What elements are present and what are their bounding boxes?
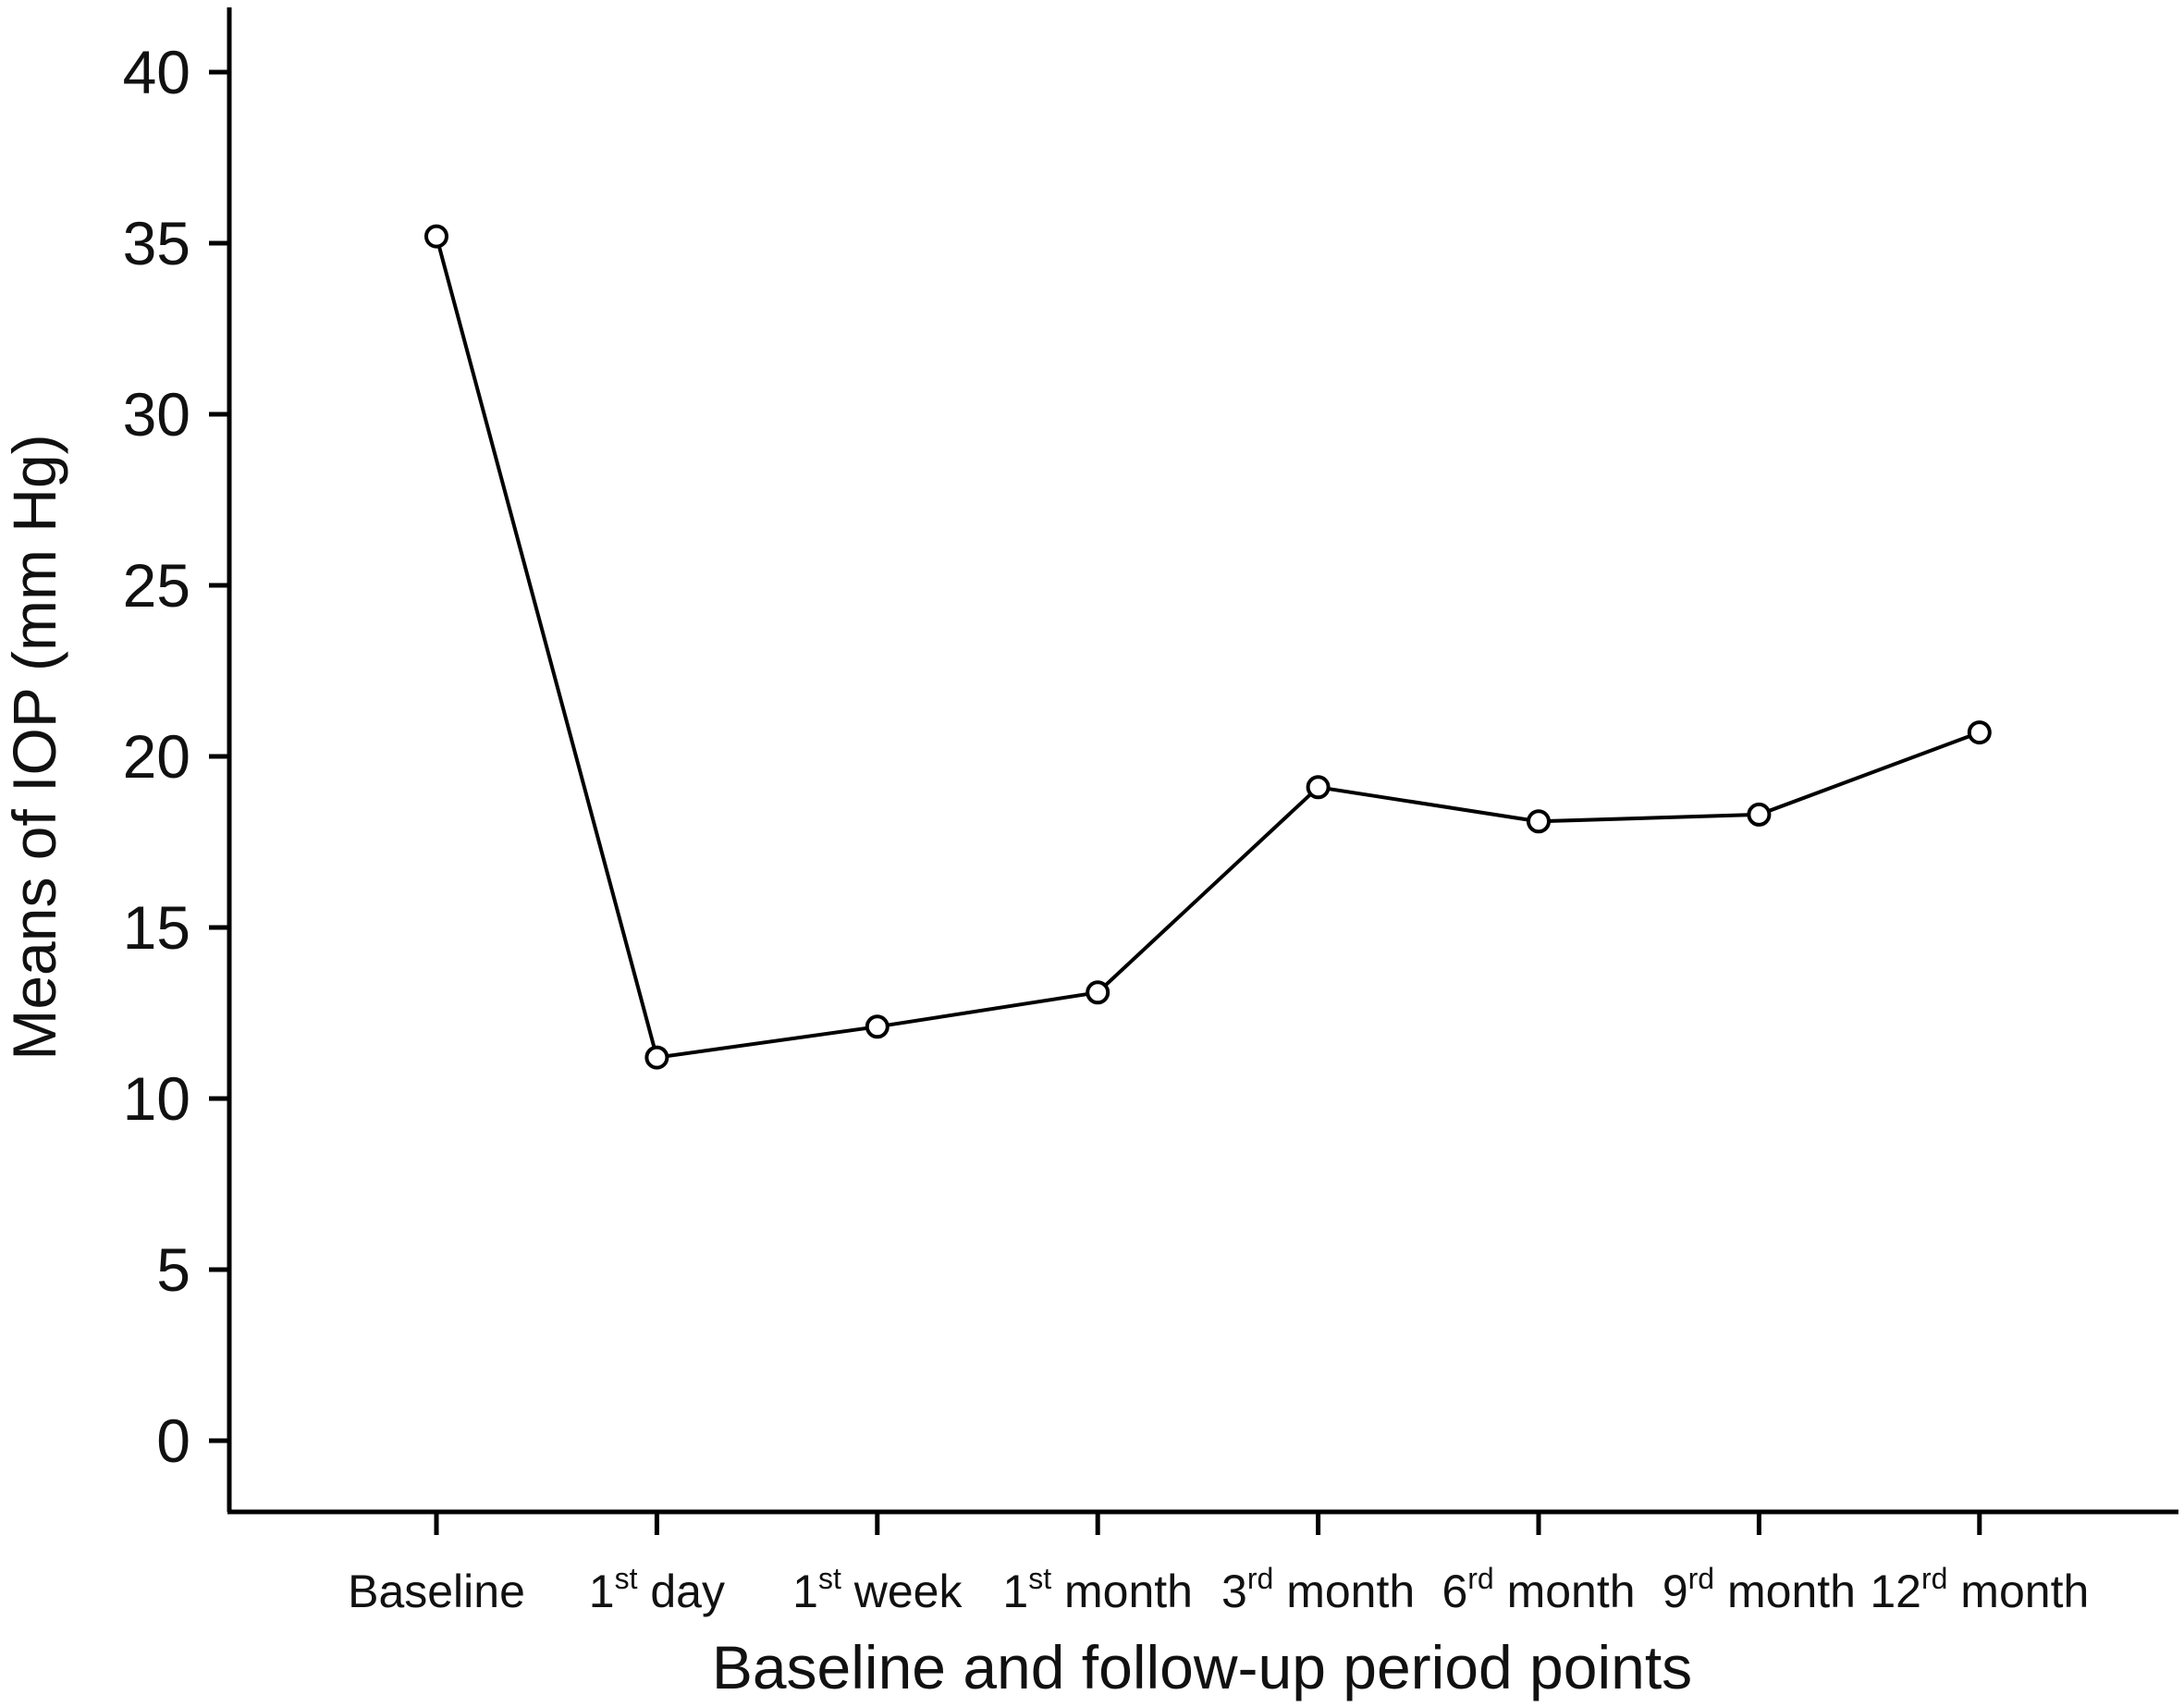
y-tick-label: 10: [123, 1064, 190, 1133]
x-tick-label-rest: month: [1051, 1566, 1193, 1617]
x-tick-label-rest: month: [1494, 1566, 1636, 1617]
y-tick-label: 20: [123, 722, 190, 791]
x-tick-label-rest: week: [841, 1566, 963, 1617]
y-tick-label: 0: [156, 1406, 190, 1475]
x-tick-label: 6rd month: [1442, 1562, 1635, 1617]
data-point: [1306, 775, 1331, 800]
x-tick-label-sup: rd: [1921, 1562, 1947, 1595]
x-tick-label-sup: rd: [1688, 1562, 1714, 1595]
x-tick-label-sup: rd: [1467, 1562, 1493, 1595]
x-tick-label-base: 1: [792, 1566, 818, 1617]
x-tick-label-rest: month: [1273, 1566, 1415, 1617]
x-tick-label: 1st week: [792, 1562, 963, 1617]
x-tick-label: Baseline: [348, 1566, 525, 1617]
data-point: [644, 1045, 669, 1070]
x-tick-label: 3rd month: [1221, 1562, 1415, 1617]
x-tick-label-base: 1: [589, 1566, 615, 1617]
series-group: [424, 224, 1992, 1070]
data-point: [1967, 720, 1992, 745]
x-tick-label-base: Baseline: [348, 1566, 525, 1617]
x-tick-label-base: 9: [1663, 1566, 1688, 1617]
x-tick-label: 9rd month: [1663, 1562, 1856, 1617]
data-point: [1527, 809, 1551, 834]
series-line: [435, 236, 1981, 1060]
x-tick-label-sup: st: [1028, 1562, 1051, 1595]
y-tick-label: 15: [123, 893, 190, 962]
data-point: [424, 224, 448, 249]
y-tick-label: 40: [123, 38, 190, 106]
y-axis-label: Means of IOP (mm Hg): [0, 434, 68, 1060]
data-point: [1747, 802, 1772, 827]
x-axis-label: Baseline and follow-up period points: [712, 1633, 1692, 1701]
y-tick-label: 30: [123, 380, 190, 448]
x-ticks: Baseline 1st day 1st week 1st month 3rd mont…: [348, 1512, 2089, 1617]
x-tick-label-base: 12: [1870, 1566, 1921, 1617]
y-ticks: 0 5 10 15 20 25 30 35 40: [123, 38, 229, 1475]
x-tick-label: 1st day: [589, 1562, 725, 1617]
x-tick-label-sup: st: [615, 1562, 638, 1595]
y-tick-label: 35: [123, 209, 190, 277]
data-point: [865, 1014, 890, 1039]
x-tick-label-rest: day: [637, 1566, 725, 1617]
axes: [227, 7, 2178, 1515]
x-tick-label-base: 3: [1221, 1566, 1247, 1617]
data-point: [1086, 980, 1110, 1005]
x-tick-label-base: 6: [1442, 1566, 1467, 1617]
y-tick-label: 5: [156, 1235, 190, 1304]
x-tick-label-rest: month: [1947, 1566, 2089, 1617]
x-tick-label-sup: rd: [1247, 1562, 1273, 1595]
x-tick-label-rest: month: [1714, 1566, 1856, 1617]
x-tick-label: 1st month: [1002, 1562, 1193, 1617]
y-tick-label: 25: [123, 551, 190, 620]
x-tick-label-base: 1: [1002, 1566, 1028, 1617]
x-tick-label: 12rd month: [1870, 1562, 2089, 1617]
x-tick-label-sup: st: [818, 1562, 841, 1595]
